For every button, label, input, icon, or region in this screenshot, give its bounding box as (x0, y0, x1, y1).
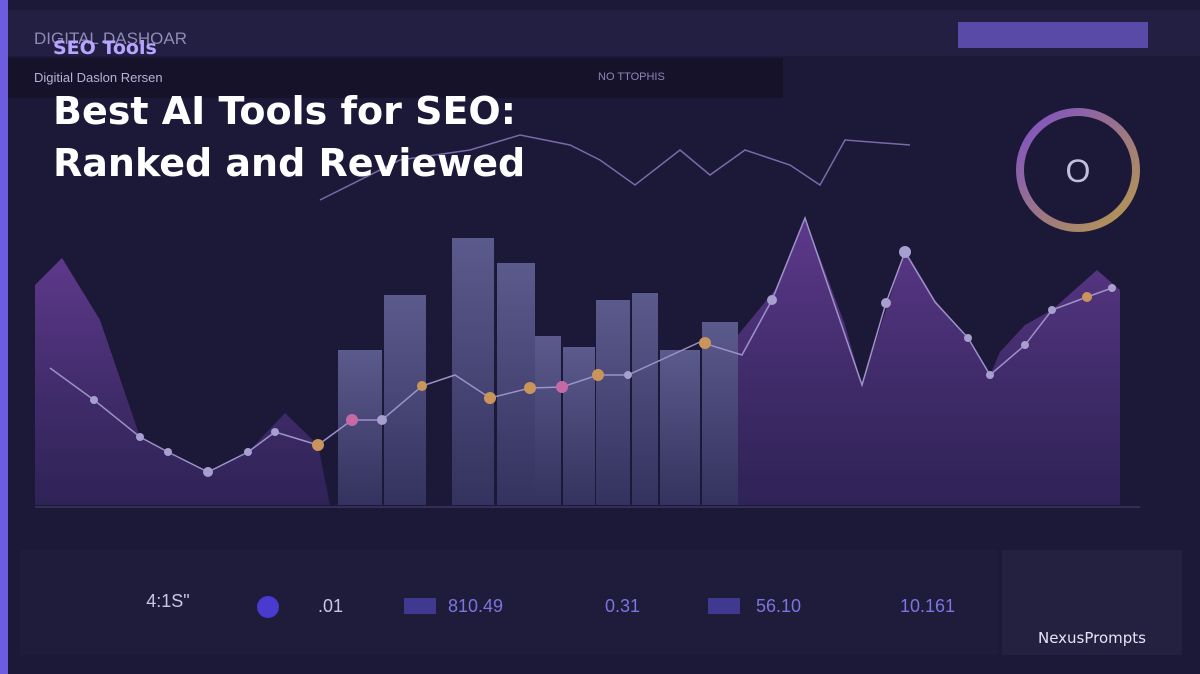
area-chart (35, 218, 1120, 505)
stat: 10.161 (900, 596, 955, 616)
panel-bar (8, 58, 783, 98)
line-series (49, 215, 1116, 477)
accent-stripe (0, 0, 8, 674)
stat-panels (20, 550, 1182, 655)
stat: 810.49 (448, 596, 503, 616)
dashboard-title: DIGITAL DASHOAR (34, 29, 187, 48)
stat: 4:1S" (146, 591, 189, 611)
top-chart (319, 134, 911, 201)
watermark: NexusPrompts (1038, 629, 1146, 647)
filter-label: NO TTOPHIS (598, 71, 665, 83)
stat: 56.10 (756, 596, 801, 616)
stat: 0.31 (605, 596, 640, 616)
donut (1016, 108, 1140, 232)
stat: .01 (318, 596, 343, 616)
donut-value: O (1066, 153, 1091, 189)
title-line: Ranked and Reviewed (53, 141, 525, 185)
title-line: Best AI Tools for SEO: (53, 89, 516, 133)
top-button (958, 22, 1148, 48)
panel-label: Digitial Daslon Rersen (34, 70, 163, 85)
category-tag: SEO Tools (53, 37, 157, 59)
